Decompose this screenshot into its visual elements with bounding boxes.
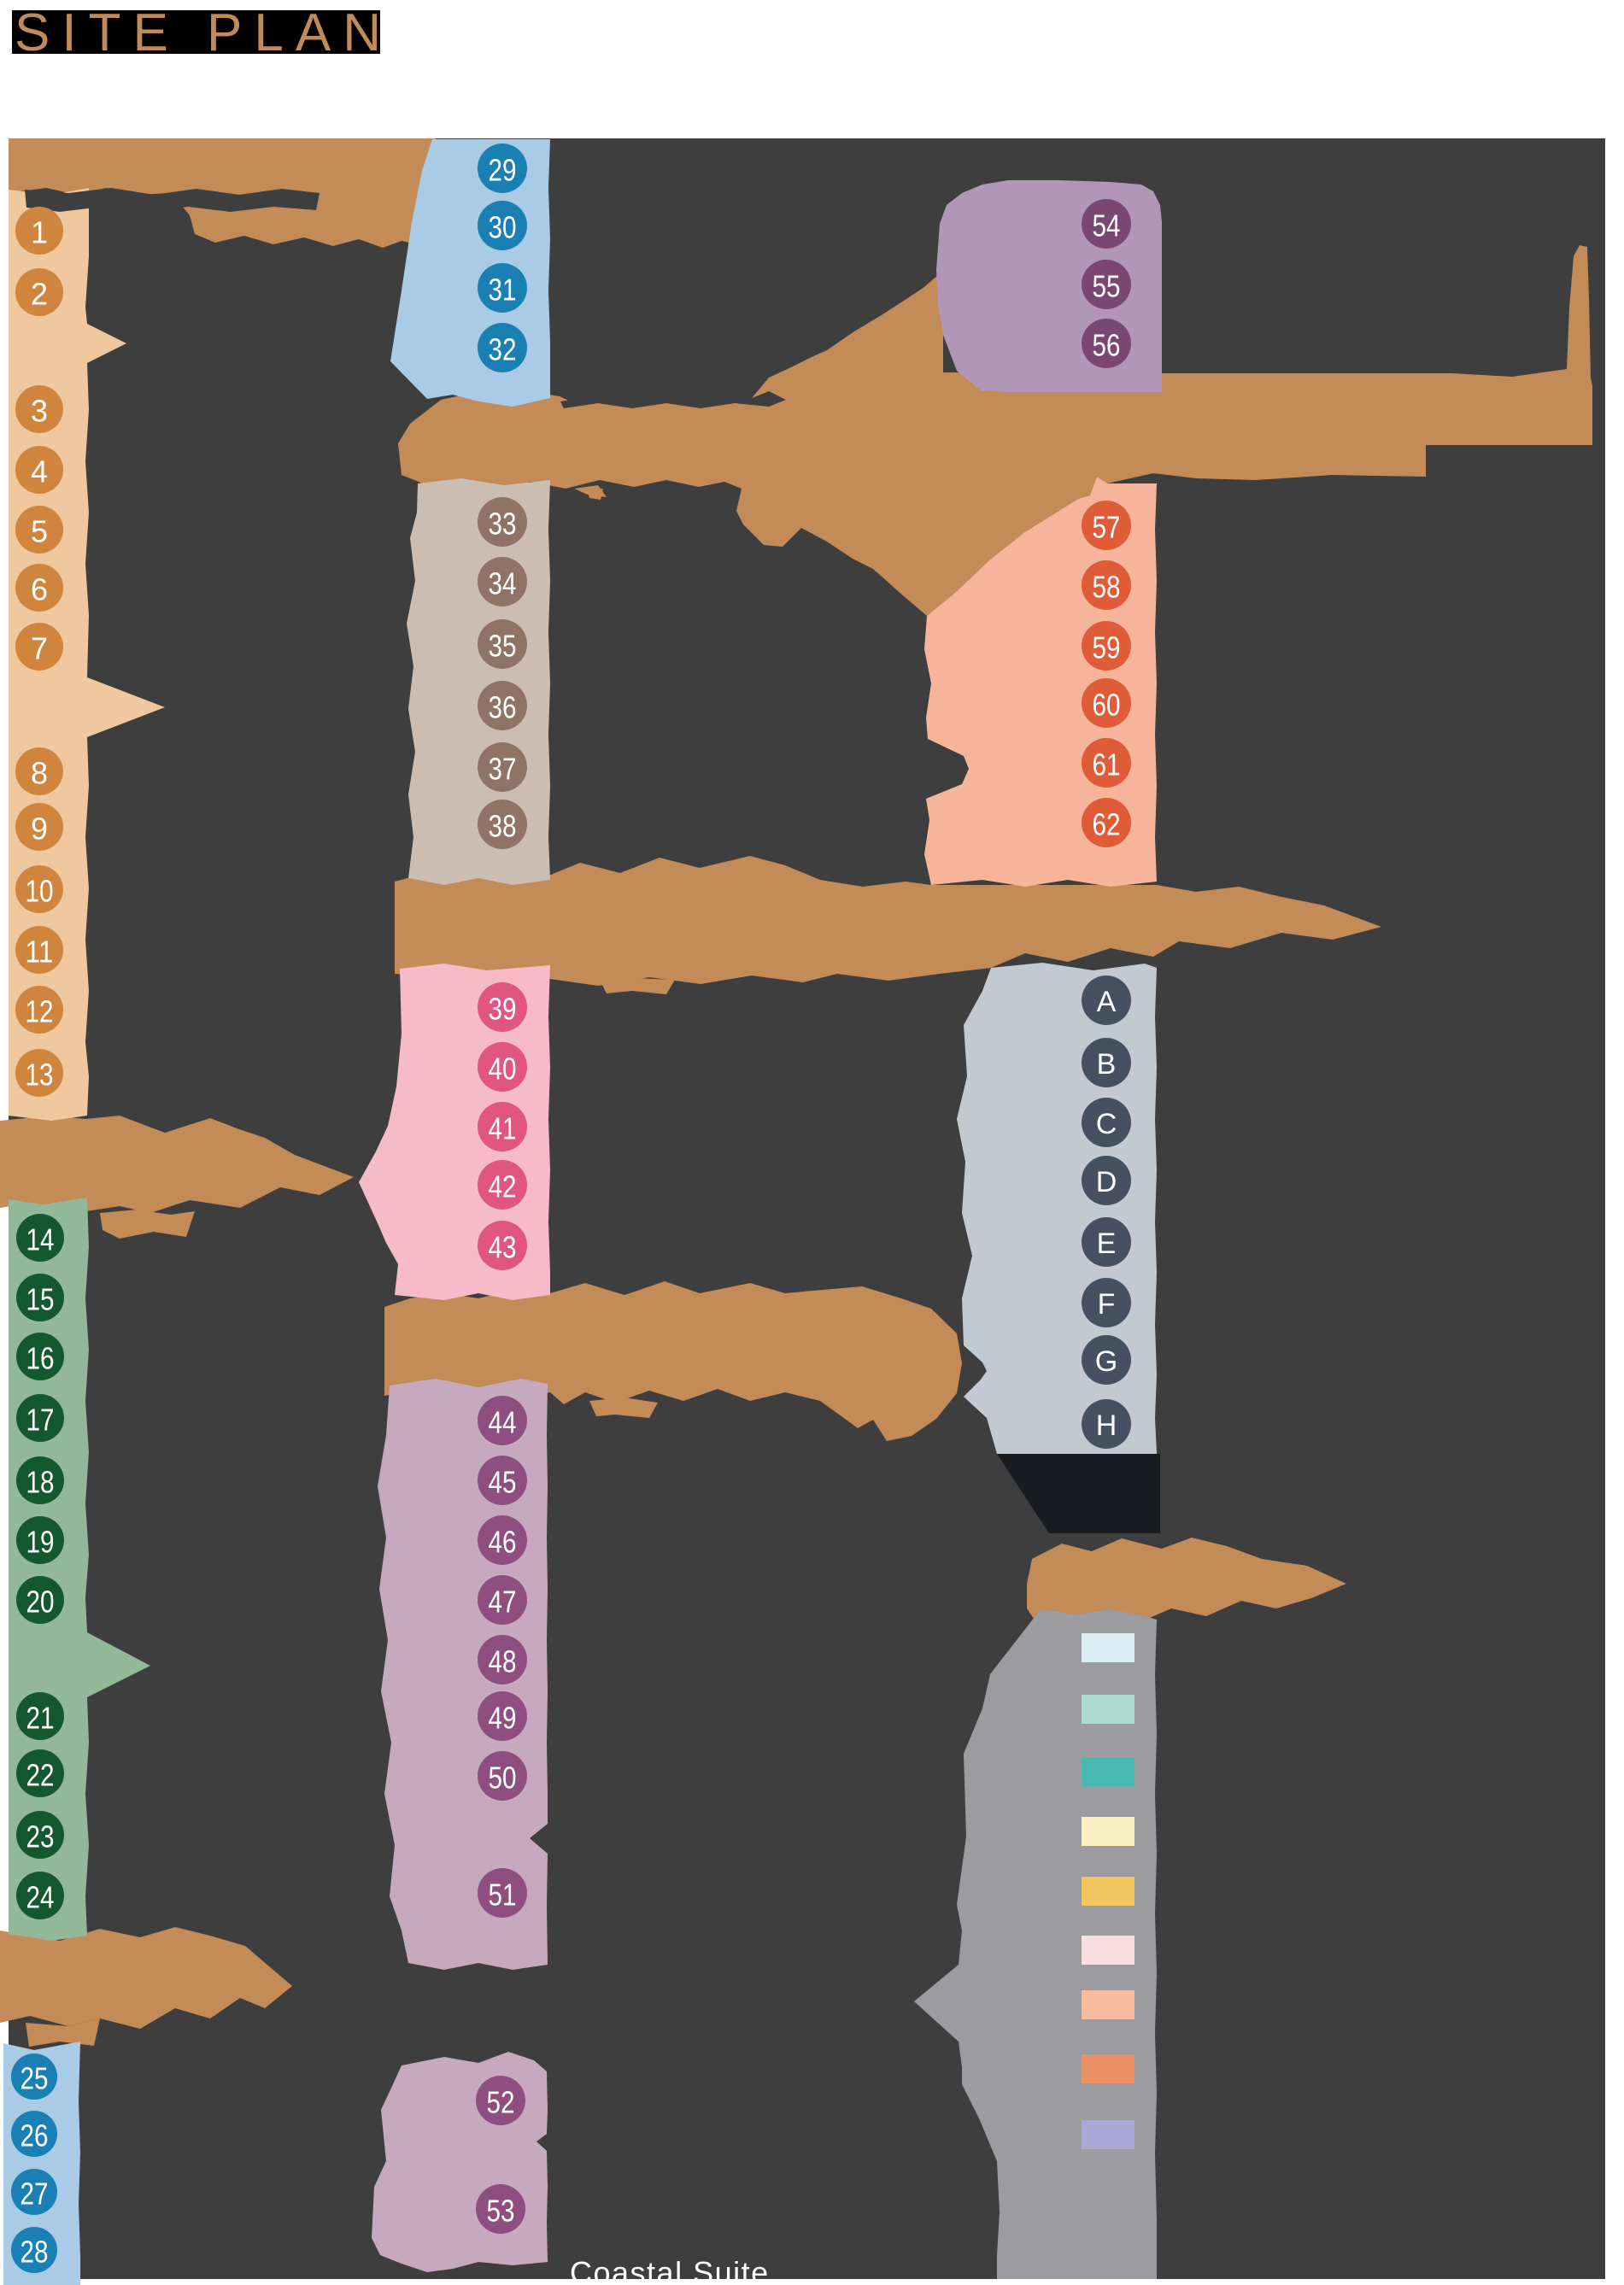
svg-text:19: 19: [26, 1525, 55, 1560]
svg-text:54: 54: [1093, 208, 1121, 243]
svg-text:15: 15: [26, 1282, 55, 1317]
svg-text:40: 40: [489, 1052, 517, 1087]
svg-text:6: 6: [31, 572, 48, 607]
svg-text:20: 20: [26, 1585, 55, 1620]
svg-text:52: 52: [487, 2085, 515, 2120]
svg-text:36: 36: [489, 690, 517, 725]
svg-text:43: 43: [489, 1230, 517, 1265]
svg-text:35: 35: [489, 629, 517, 664]
svg-text:F: F: [1098, 1288, 1116, 1321]
svg-text:39: 39: [489, 992, 517, 1027]
svg-text:61: 61: [1093, 747, 1121, 782]
svg-text:59: 59: [1093, 630, 1121, 665]
svg-text:21: 21: [26, 1701, 55, 1736]
svg-text:57: 57: [1093, 510, 1121, 545]
svg-text:13: 13: [26, 1058, 54, 1093]
svg-text:24: 24: [26, 1880, 55, 1915]
svg-text:C: C: [1096, 1108, 1117, 1140]
svg-text:31: 31: [489, 272, 517, 308]
svg-text:27: 27: [21, 2177, 49, 2212]
svg-text:10: 10: [26, 874, 54, 909]
svg-text:25: 25: [21, 2061, 49, 2096]
svg-text:9: 9: [31, 811, 48, 847]
svg-text:34: 34: [489, 566, 517, 601]
svg-text:14: 14: [26, 1222, 55, 1257]
svg-text:E: E: [1097, 1227, 1117, 1260]
svg-text:A: A: [1097, 986, 1117, 1018]
svg-text:47: 47: [489, 1585, 517, 1620]
svg-text:26: 26: [21, 2118, 49, 2153]
svg-text:41: 41: [489, 1111, 517, 1146]
svg-text:23: 23: [26, 1819, 55, 1854]
svg-text:D: D: [1096, 1166, 1117, 1198]
svg-text:16: 16: [26, 1341, 55, 1376]
svg-text:5: 5: [31, 514, 48, 549]
svg-text:B: B: [1097, 1048, 1117, 1081]
svg-text:46: 46: [489, 1525, 517, 1560]
svg-text:SITE PLAN: SITE PLAN: [15, 3, 393, 62]
svg-text:22: 22: [26, 1758, 55, 1793]
svg-text:53: 53: [487, 2194, 515, 2229]
svg-text:28: 28: [21, 2235, 49, 2270]
svg-text:62: 62: [1093, 807, 1121, 842]
svg-text:48: 48: [489, 1644, 517, 1679]
svg-text:44: 44: [489, 1405, 517, 1440]
svg-text:33: 33: [489, 507, 517, 542]
svg-text:H: H: [1096, 1409, 1117, 1442]
svg-text:49: 49: [489, 1701, 517, 1736]
svg-text:30: 30: [489, 210, 517, 245]
svg-text:38: 38: [489, 809, 517, 844]
svg-text:32: 32: [489, 332, 517, 367]
svg-text:58: 58: [1093, 570, 1121, 605]
svg-text:42: 42: [489, 1169, 517, 1204]
svg-text:4: 4: [31, 454, 48, 489]
svg-text:12: 12: [26, 994, 54, 1029]
svg-text:11: 11: [26, 935, 54, 970]
svg-text:17: 17: [26, 1403, 55, 1438]
svg-text:51: 51: [489, 1878, 517, 1913]
svg-text:50: 50: [489, 1761, 517, 1796]
svg-text:37: 37: [489, 752, 517, 787]
svg-text:1: 1: [31, 215, 48, 250]
svg-text:45: 45: [489, 1465, 517, 1500]
svg-text:7: 7: [31, 631, 48, 666]
svg-text:56: 56: [1093, 328, 1121, 363]
svg-text:G: G: [1095, 1345, 1117, 1378]
svg-text:60: 60: [1093, 688, 1121, 723]
svg-text:55: 55: [1093, 269, 1121, 304]
svg-text:18: 18: [26, 1465, 55, 1500]
svg-text:29: 29: [489, 153, 517, 188]
svg-text:8: 8: [31, 756, 48, 791]
svg-text:2: 2: [31, 277, 48, 312]
svg-text:3: 3: [31, 394, 48, 429]
